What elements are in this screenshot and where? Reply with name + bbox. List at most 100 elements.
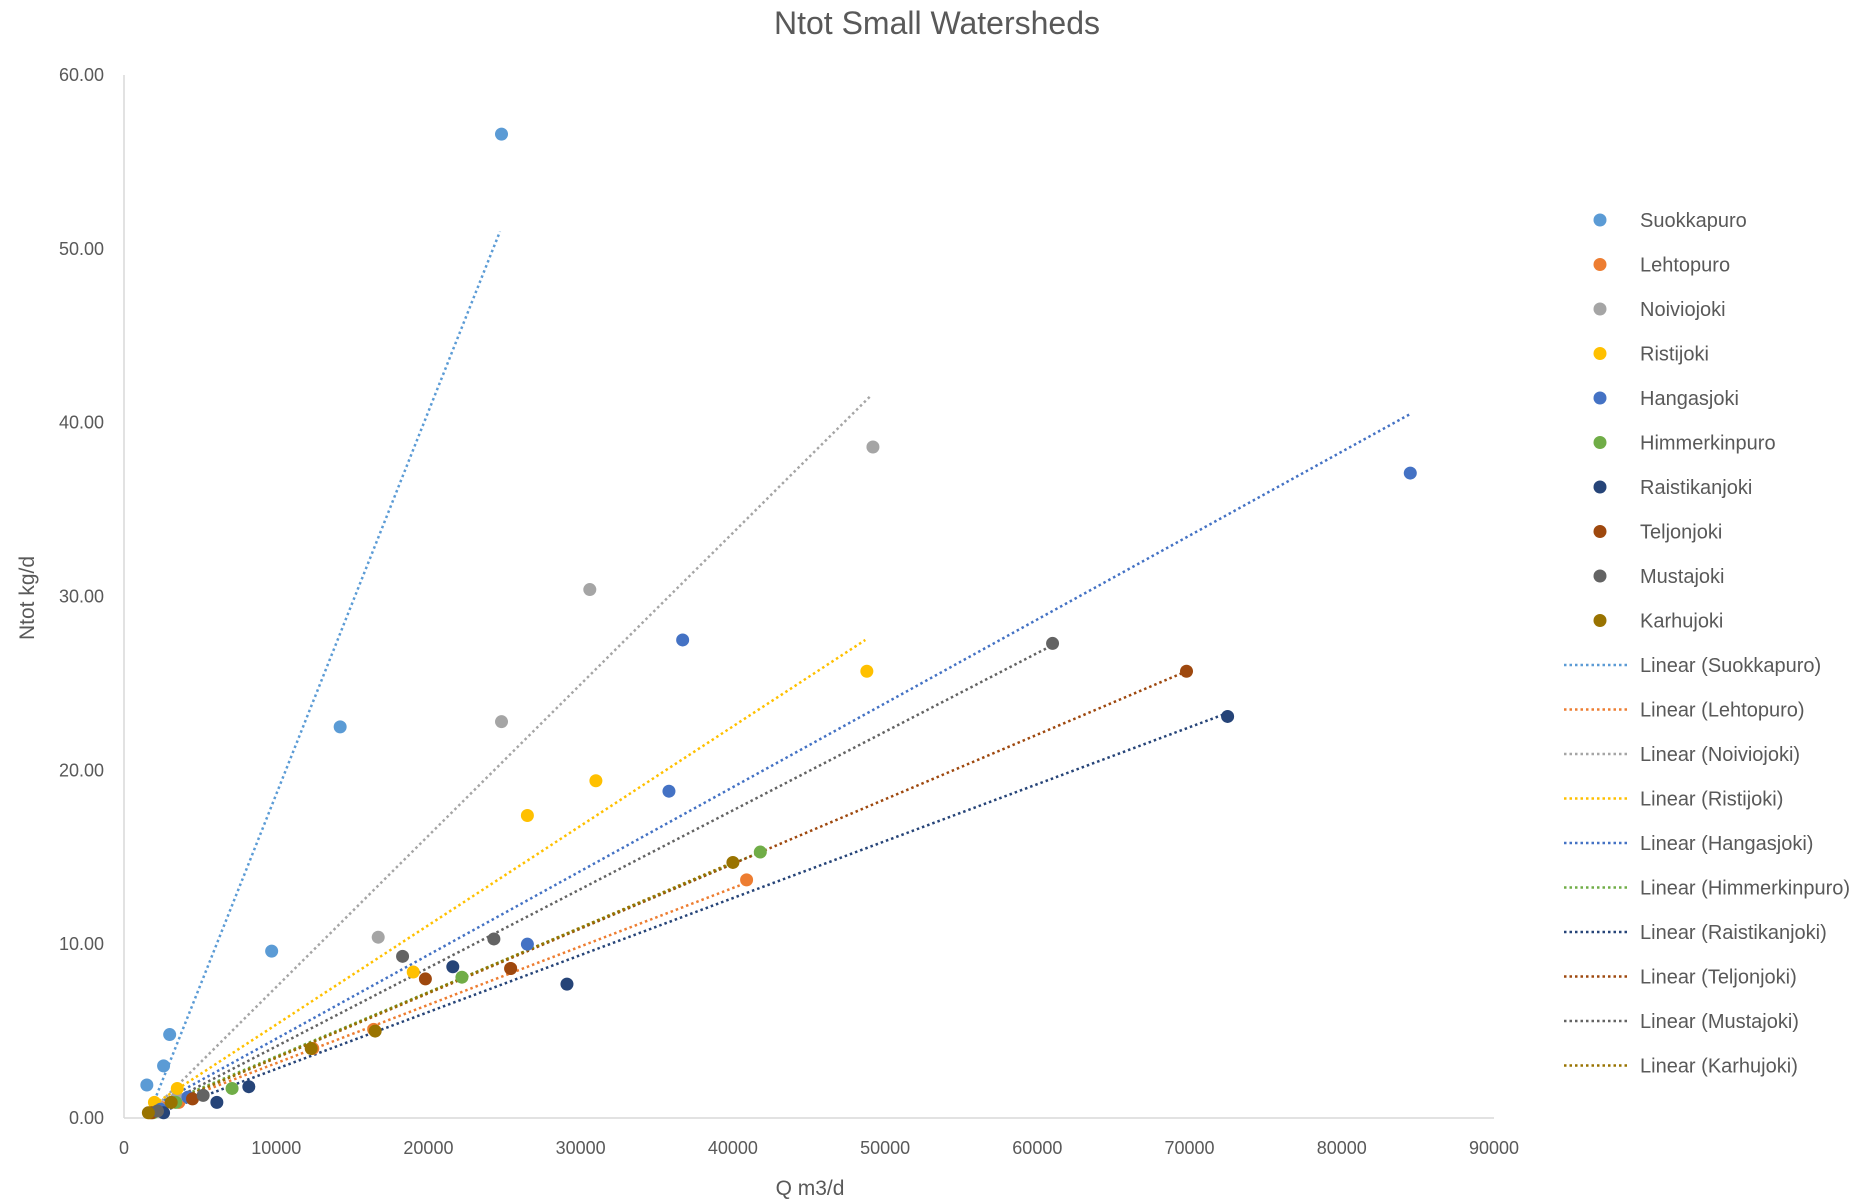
data-point (495, 715, 509, 729)
data-point (1221, 709, 1235, 723)
data-point (418, 972, 432, 986)
legend-label: Karhujoki (1640, 611, 1723, 633)
data-point (589, 774, 603, 788)
data-point (170, 1081, 184, 1095)
data-point (487, 932, 501, 946)
x-tick-label: 20000 (403, 1138, 453, 1158)
legend-trend-label: Linear (Teljonjoki) (1640, 967, 1797, 989)
y-tick-label: 0.00 (69, 1108, 104, 1128)
data-point (726, 855, 740, 869)
y-tick-label: 20.00 (59, 760, 104, 780)
x-tick-label: 90000 (1469, 1138, 1519, 1158)
data-point (740, 873, 754, 887)
legend-label: Himmerkinpuro (1640, 433, 1776, 455)
trendline (154, 711, 1229, 1116)
legend-marker (1593, 213, 1607, 227)
data-point (406, 965, 420, 979)
x-tick-label: 80000 (1317, 1138, 1367, 1158)
data-point (265, 944, 279, 958)
data-point (210, 1095, 224, 1109)
data-point (371, 930, 385, 944)
plot-axes (123, 75, 1494, 1119)
legend-label: Raistikanjoki (1640, 477, 1752, 499)
legend-marker (1593, 525, 1607, 538)
x-tick-label: 10000 (251, 1138, 301, 1158)
data-point (860, 664, 874, 678)
data-point (662, 784, 676, 798)
data-point (1180, 664, 1194, 678)
x-tick-label: 70000 (1165, 1138, 1215, 1158)
legend-marker (1593, 569, 1607, 583)
data-point (242, 1080, 256, 1094)
data-point (141, 1106, 155, 1120)
legend-trend-label: Linear (Lehtopuro) (1640, 700, 1805, 722)
legend-trend-label: Linear (Raistikanjoki) (1640, 922, 1827, 944)
legend-label: Noiviojoki (1640, 299, 1726, 321)
x-tick-label: 50000 (860, 1138, 910, 1158)
data-point (225, 1081, 239, 1095)
data-point (157, 1059, 171, 1073)
legend-trend-label: Linear (Karhujoki) (1640, 1056, 1798, 1078)
chart-title: Ntot Small Watersheds (774, 5, 1100, 41)
legend-trend-label: Linear (Suokkapuro) (1640, 655, 1821, 677)
legend-marker (1593, 258, 1607, 271)
legend-trend-label: Linear (Ristijoki) (1640, 789, 1783, 811)
data-point (368, 1024, 382, 1038)
data-point (676, 633, 690, 647)
trendline (153, 638, 867, 1106)
legend-trend-label: Linear (Mustajoki) (1640, 1011, 1799, 1033)
data-point (753, 845, 767, 859)
data-point (455, 970, 469, 984)
legend-trend-label: Linear (Hangasjoki) (1640, 833, 1813, 855)
legend-marker (1593, 614, 1607, 627)
data-point (1046, 636, 1060, 650)
trendline (161, 395, 871, 1102)
y-tick-label: 50.00 (59, 239, 104, 259)
data-point (186, 1092, 199, 1106)
data-point (504, 962, 518, 976)
data-point (196, 1088, 210, 1102)
y-tick-label: 40.00 (59, 413, 104, 433)
x-tick-label: 0 (119, 1138, 129, 1158)
legend-marker (1593, 436, 1607, 449)
trendline (153, 230, 502, 1102)
data-point (164, 1095, 178, 1109)
legend-marker (1593, 302, 1607, 316)
trendline (153, 644, 1054, 1111)
data-point (583, 583, 597, 597)
data-point (1403, 466, 1417, 480)
y-tick-label: 10.00 (59, 934, 104, 954)
legend-trend-label: Linear (Noiviojoki) (1640, 744, 1800, 766)
legend-marker (1593, 480, 1607, 494)
legend-label: Ristijoki (1640, 344, 1709, 366)
data-point (495, 127, 509, 141)
legend: Suokkapuro Lehtopuro Noiviojoki Ristijoki Ha… (1564, 210, 1850, 1078)
legend-label: Hangasjoki (1640, 388, 1739, 410)
data-point (140, 1078, 154, 1092)
y-tick-label: 30.00 (59, 587, 104, 607)
tick-labels: 0 10000 20000 30000 40000 50000 60000 70000 8000… (59, 65, 1519, 1158)
data-point (163, 1028, 177, 1042)
trendline (146, 861, 734, 1114)
data-point (520, 809, 534, 823)
legend-label: Mustajoki (1640, 566, 1724, 588)
x-tick-label: 60000 (1012, 1138, 1062, 1158)
data-point (333, 720, 347, 734)
legend-label: Lehtopuro (1640, 255, 1730, 277)
data-point (396, 949, 410, 963)
x-axis-title: Q m3/d (776, 1177, 845, 1200)
data-point (304, 1041, 318, 1055)
y-tick-label: 60.00 (59, 65, 104, 85)
legend-marker (1593, 347, 1607, 360)
y-axis-title: Ntot kg/d (16, 556, 39, 640)
data-point (866, 440, 880, 454)
legend-marker (1593, 391, 1607, 405)
x-tick-label: 40000 (708, 1138, 758, 1158)
trendline (146, 670, 1187, 1114)
trendline (146, 882, 746, 1114)
trendlines (146, 230, 1411, 1116)
data-point (446, 960, 460, 974)
data-point (520, 937, 534, 951)
legend-label: Teljonjoki (1640, 522, 1722, 544)
